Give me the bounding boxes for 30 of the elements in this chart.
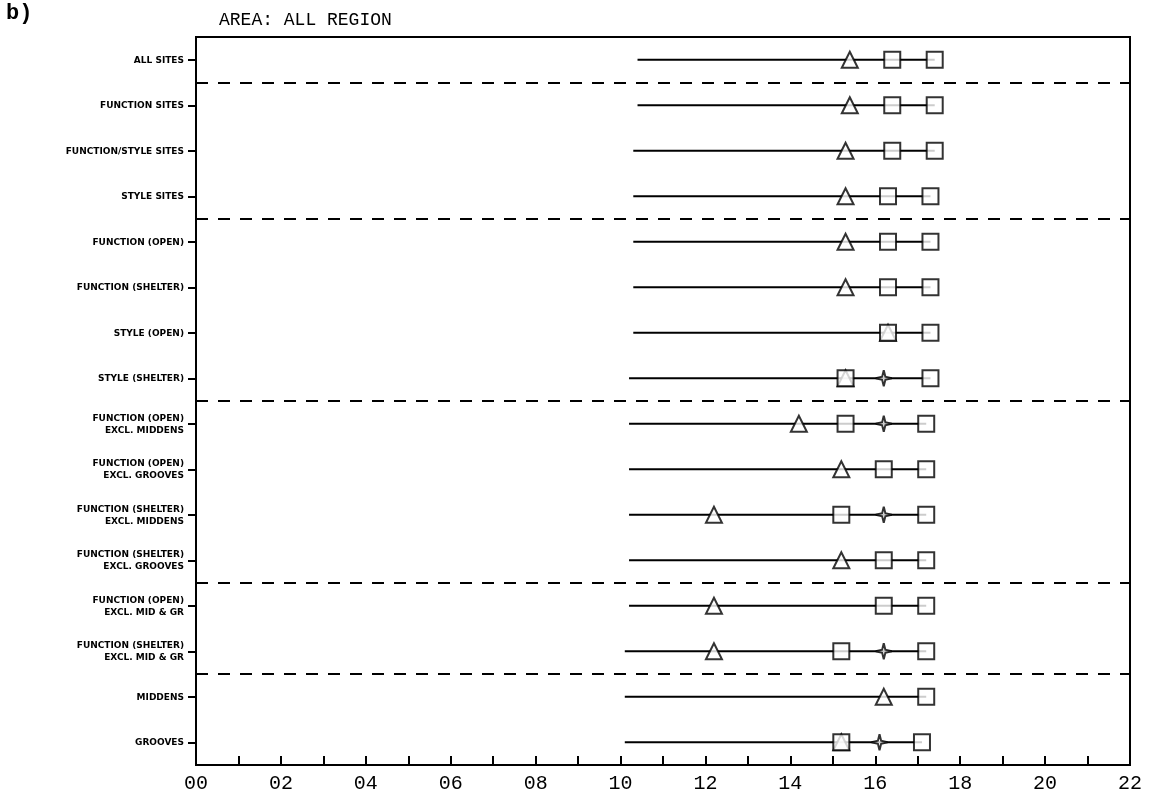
y-tick-label: GROOVES bbox=[135, 737, 184, 748]
x-tick-label: 16 bbox=[863, 771, 888, 795]
x-tick-label: 10 bbox=[608, 771, 633, 795]
y-tick-label: ALL SITES bbox=[133, 54, 184, 65]
x-tick-label: 06 bbox=[438, 771, 463, 795]
y-tick-label: FUNCTION (SHELTER) EXCL. GROOVES bbox=[76, 549, 184, 572]
y-tick-label: STYLE (SHELTER) bbox=[97, 373, 184, 384]
y-tick-label: FUNCTION (SHELTER) EXCL. MIDDENS bbox=[76, 503, 184, 526]
y-tick-label: FUNCTION (OPEN) EXCL. GROOVES bbox=[92, 458, 184, 481]
y-tick-label: STYLE SITES bbox=[121, 191, 184, 202]
x-tick-label: 18 bbox=[948, 771, 973, 795]
y-tick-label: STYLE (OPEN) bbox=[113, 327, 184, 338]
y-tick-label: FUNCTION (OPEN) EXCL. MIDDENS bbox=[92, 412, 184, 435]
x-tick-label: 00 bbox=[183, 771, 209, 795]
x-tick-label: 22 bbox=[1117, 771, 1143, 795]
x-tick-label: 14 bbox=[778, 771, 803, 795]
x-tick-label: 08 bbox=[523, 771, 548, 795]
x-tick-label: 12 bbox=[693, 771, 718, 795]
y-tick-label: FUNCTION (OPEN) bbox=[92, 236, 184, 247]
x-tick-label: 02 bbox=[268, 771, 293, 795]
y-tick-label: FUNCTION (SHELTER) EXCL. MID & GR bbox=[76, 640, 185, 663]
x-tick-label: 20 bbox=[1033, 771, 1058, 795]
chart-title: AREA: ALL REGION bbox=[219, 10, 392, 30]
y-tick-label: FUNCTION/STYLE SITES bbox=[65, 145, 184, 156]
y-tick-label: FUNCTION SITES bbox=[100, 100, 184, 111]
x-tick-label: 04 bbox=[353, 771, 378, 795]
y-tick-label: FUNCTION (OPEN) EXCL. MID & GR bbox=[92, 594, 185, 617]
y-tick-label: FUNCTION (SHELTER) bbox=[76, 282, 184, 293]
y-tick-label: MIDDENS bbox=[136, 691, 184, 702]
text: b) bbox=[6, 0, 33, 26]
